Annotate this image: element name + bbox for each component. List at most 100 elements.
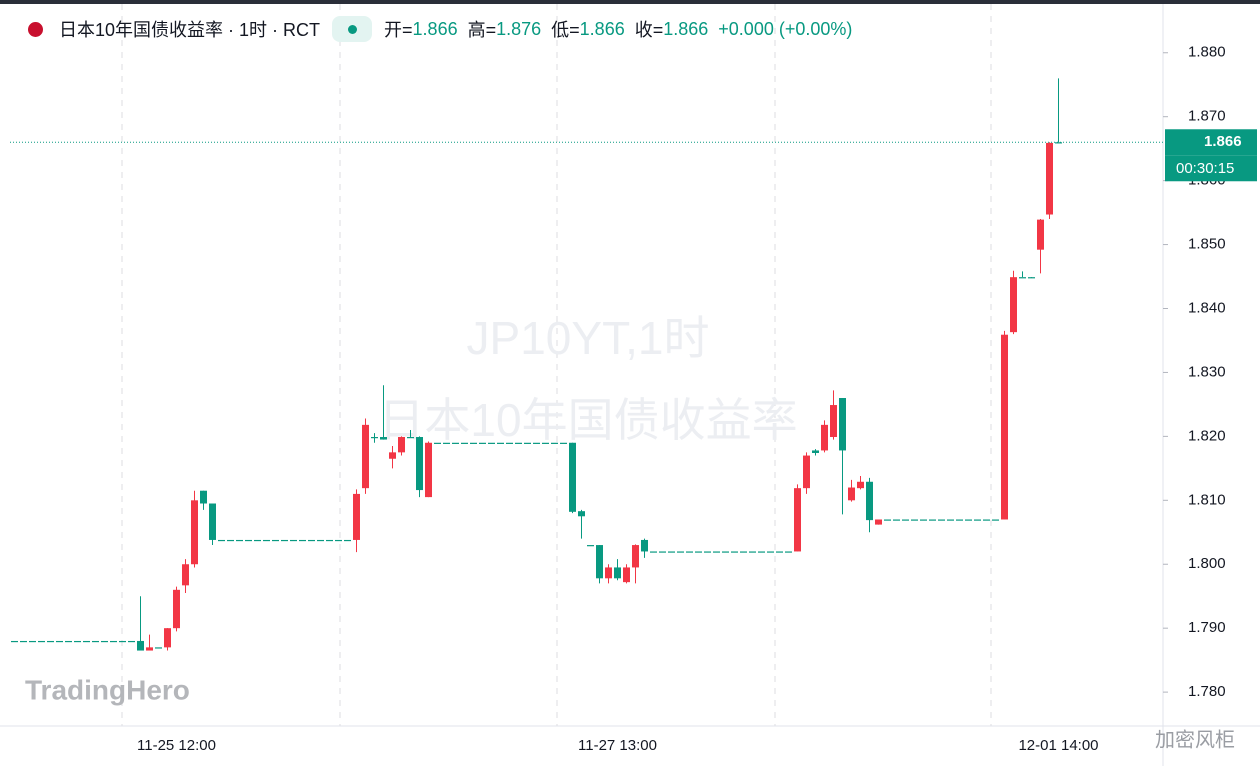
candle-body [614, 567, 621, 579]
candle-body [11, 640, 18, 643]
candle-body [245, 539, 252, 542]
candle-body [1001, 334, 1008, 520]
candle-body [263, 539, 270, 542]
candle-body [281, 539, 288, 542]
candle-body [569, 442, 576, 512]
candle-body [1019, 277, 1026, 279]
candle-body [776, 551, 783, 553]
candle-body [272, 539, 279, 542]
candle-body [938, 519, 945, 521]
candle-body [254, 539, 261, 542]
candle-body [470, 442, 477, 444]
candle-body [209, 503, 216, 540]
candle-body [38, 640, 45, 643]
candle-body [65, 640, 72, 643]
candle-body [740, 551, 747, 553]
candle-body [659, 551, 666, 553]
candle-body [452, 442, 459, 444]
candle-body [1037, 219, 1044, 250]
candle-body [650, 551, 657, 553]
candle-body [893, 519, 900, 521]
watermark: JP10YT,1时 [467, 312, 710, 364]
candle-body [623, 567, 630, 583]
candle-body [173, 589, 180, 629]
candle-body [488, 442, 495, 444]
candle-body [299, 539, 306, 542]
candle-body [497, 442, 504, 444]
candle-body [749, 551, 756, 553]
legend-label: 低= [551, 20, 580, 40]
candle-body [704, 551, 711, 553]
candle-body [1028, 277, 1035, 279]
corner-watermark: 加密风柜 [1155, 728, 1235, 751]
candle-body [344, 539, 351, 542]
x-tick-label: 11-27 13:00 [578, 737, 657, 754]
candle-body [722, 551, 729, 553]
candle-body [146, 647, 153, 651]
candle-body [857, 481, 864, 489]
candle-body [92, 640, 99, 643]
candle-body [686, 551, 693, 553]
candle-body [830, 405, 837, 438]
candle-body [992, 519, 999, 521]
candle-body [866, 481, 873, 521]
candle-body [785, 551, 792, 553]
candle-body [380, 437, 387, 440]
y-tick-label: 1.850 [1188, 236, 1226, 253]
candle-body [524, 442, 531, 444]
candle-body [515, 442, 522, 444]
candle-body [398, 437, 405, 453]
candle-body [884, 519, 891, 521]
candle-body [290, 539, 297, 542]
candle-body [848, 487, 855, 501]
candle-body [803, 455, 810, 489]
candle-body [200, 490, 207, 504]
candle-body [461, 442, 468, 444]
candle-body [101, 640, 108, 643]
candle-body [227, 539, 234, 542]
candle-body [1010, 277, 1017, 333]
candle-body [713, 551, 720, 553]
candle-body [407, 437, 414, 439]
candle-body [326, 539, 333, 542]
candle-body [353, 493, 360, 540]
y-tick-label: 1.780 [1188, 683, 1226, 700]
candle-body [110, 640, 117, 643]
candle-body [506, 442, 513, 444]
legend-label: 收= [634, 20, 664, 40]
candle-body [920, 519, 927, 521]
candle-body [587, 545, 594, 547]
candle-body [731, 551, 738, 553]
candle-body [83, 640, 90, 643]
candle-body [29, 640, 36, 643]
candle-body [20, 640, 27, 643]
top-border [0, 0, 1260, 4]
candle-body [1046, 142, 1053, 215]
candle-body [335, 539, 342, 542]
legend-label: 开= [384, 20, 413, 40]
candle-body [362, 424, 369, 489]
candle-body [794, 488, 801, 552]
candle-body [1055, 142, 1062, 144]
candle-body [533, 442, 540, 444]
candle-body [839, 398, 846, 451]
legend-value: 1.866 [663, 18, 709, 39]
candle-body [425, 442, 432, 498]
countdown-badge [1165, 155, 1257, 182]
candle-body [560, 442, 567, 444]
candle-body [641, 539, 648, 552]
candle-body [821, 424, 828, 451]
last-price-badge [1165, 129, 1257, 156]
legend-change: +0.000 (+0.00%) [718, 18, 853, 39]
candle-body [965, 519, 972, 521]
y-tick-label: 1.840 [1188, 299, 1226, 316]
candle-body [443, 442, 450, 444]
candle-body [947, 519, 954, 521]
candle-body [74, 640, 81, 643]
candle-body [956, 519, 963, 521]
x-tick-label: 11-25 12:00 [137, 737, 216, 754]
visibility-toggle[interactable] [332, 16, 373, 42]
candle-body [137, 640, 144, 651]
candle-body [929, 519, 936, 521]
candle-body [182, 564, 189, 586]
